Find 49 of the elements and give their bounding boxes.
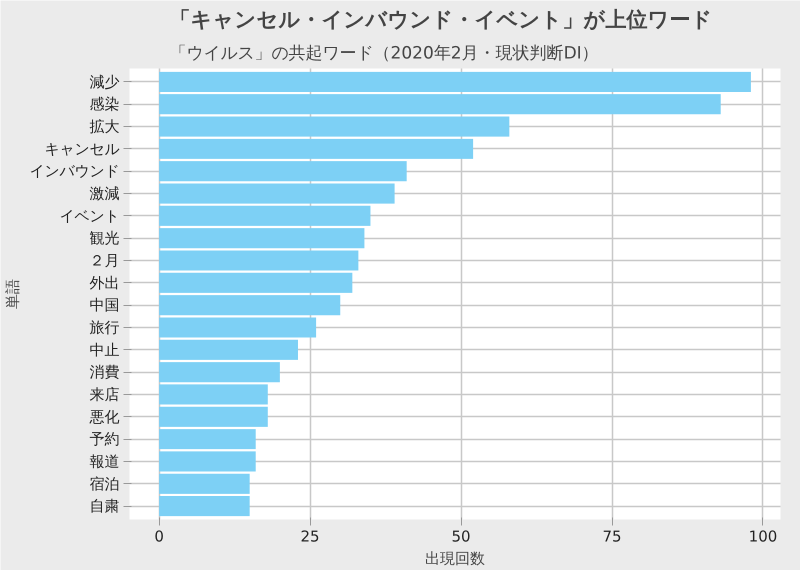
bar xyxy=(159,272,352,293)
bar xyxy=(159,183,395,204)
y-tick-label: 自粛 xyxy=(90,497,120,516)
bar xyxy=(159,429,256,450)
chart-subtitle: 「ウイルス」の共起ワード（2020年2月・現状判断DI） xyxy=(170,44,599,64)
y-tick-label: 中国 xyxy=(90,296,120,314)
bar xyxy=(159,406,268,427)
x-tick-label: 75 xyxy=(602,528,622,546)
bar xyxy=(159,138,474,159)
y-tick-label: 来店 xyxy=(90,385,120,404)
y-tick-label: 消費 xyxy=(90,363,120,382)
y-tick-label: ２月 xyxy=(90,252,120,270)
y-tick-label: 旅行 xyxy=(90,318,120,336)
x-tick-label: 0 xyxy=(154,528,164,546)
y-tick-label: 報道 xyxy=(90,452,120,470)
bar xyxy=(159,72,751,92)
bar xyxy=(159,362,280,382)
x-tick-label: 100 xyxy=(748,528,778,546)
bar xyxy=(159,295,340,316)
bar xyxy=(159,250,358,271)
y-tick-label: 拡大 xyxy=(90,118,120,136)
bar xyxy=(159,161,407,182)
bar xyxy=(159,228,364,248)
y-tick-label: 予約 xyxy=(90,430,120,448)
y-tick-label: 激減 xyxy=(90,184,120,203)
bar xyxy=(159,317,316,338)
chart-title: 「キャンセル・インバウンド・イベント」が上位ワード xyxy=(170,8,712,32)
y-tick-label: 悪化 xyxy=(88,408,120,426)
y-tick-label: キャンセル xyxy=(44,140,120,158)
bar xyxy=(159,206,370,226)
bar xyxy=(159,384,268,405)
y-tick-label: 外出 xyxy=(90,274,120,292)
y-tick-label: イベント xyxy=(60,206,120,225)
bar xyxy=(159,474,250,494)
y-axis-title: 単語 xyxy=(4,279,22,309)
y-tick-label: 中止 xyxy=(90,340,120,359)
x-tick-label: 25 xyxy=(300,528,320,546)
bar xyxy=(159,496,250,516)
y-tick-label: 減少 xyxy=(90,72,120,91)
x-tick-label: 50 xyxy=(451,528,471,546)
y-tick-label: 観光 xyxy=(90,229,120,248)
x-axis-title: 出現回数 xyxy=(425,550,485,568)
bar xyxy=(159,340,298,360)
y-tick-label: 宿泊 xyxy=(90,474,120,493)
bar xyxy=(159,94,721,114)
bar xyxy=(159,116,510,137)
y-tick-label: インバウンド xyxy=(30,162,120,180)
bar xyxy=(159,451,256,472)
y-tick-label: 感染 xyxy=(90,95,120,114)
